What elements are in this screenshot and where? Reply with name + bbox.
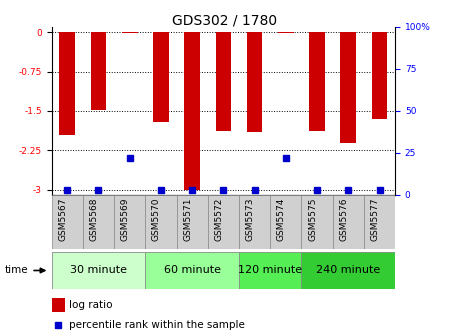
Text: GSM5571: GSM5571 (183, 198, 192, 241)
Bar (301, 195, 333, 249)
Bar (145, 195, 176, 249)
Text: log ratio: log ratio (69, 300, 112, 310)
Text: GSM5576: GSM5576 (339, 198, 348, 241)
Bar (185, 32, 200, 190)
Bar (83, 195, 114, 249)
Bar (145, 252, 239, 289)
Bar (278, 32, 294, 33)
Text: 30 minute: 30 minute (70, 265, 127, 276)
Bar (270, 195, 301, 249)
Bar (340, 32, 356, 143)
Text: time: time (4, 265, 28, 276)
Text: GSM5575: GSM5575 (308, 198, 317, 241)
Bar (176, 195, 208, 249)
Bar (208, 195, 239, 249)
Text: GSM5573: GSM5573 (246, 198, 255, 241)
Text: GSM5577: GSM5577 (370, 198, 379, 241)
Bar (239, 195, 270, 249)
Text: GDS302 / 1780: GDS302 / 1780 (172, 13, 277, 28)
Text: 240 minute: 240 minute (316, 265, 380, 276)
Bar (153, 32, 169, 122)
Text: GSM5572: GSM5572 (214, 198, 224, 241)
Bar (364, 195, 395, 249)
Text: GSM5569: GSM5569 (121, 198, 130, 241)
Bar (91, 32, 106, 110)
Bar (52, 252, 145, 289)
Bar (59, 32, 75, 134)
Bar (52, 298, 65, 312)
Text: GSM5574: GSM5574 (277, 198, 286, 241)
Bar (52, 195, 83, 249)
Bar (301, 252, 395, 289)
Text: percentile rank within the sample: percentile rank within the sample (69, 320, 245, 330)
Text: GSM5570: GSM5570 (152, 198, 161, 241)
Text: GSM5567: GSM5567 (58, 198, 67, 241)
Bar (216, 32, 231, 131)
Text: 60 minute: 60 minute (163, 265, 220, 276)
Bar (239, 252, 301, 289)
Bar (114, 195, 145, 249)
Text: 120 minute: 120 minute (238, 265, 302, 276)
Text: GSM5568: GSM5568 (89, 198, 98, 241)
Bar (247, 32, 262, 132)
Bar (372, 32, 387, 119)
Bar (309, 32, 325, 131)
Bar (122, 32, 137, 33)
Bar (333, 195, 364, 249)
